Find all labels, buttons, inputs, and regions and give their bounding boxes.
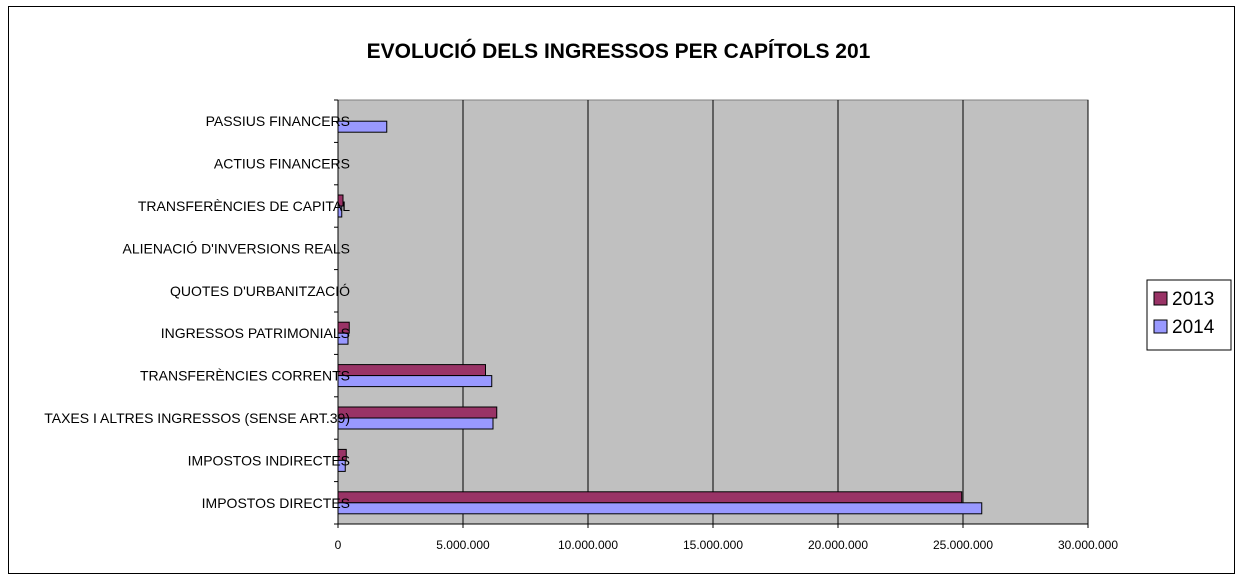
category-label: IMPOSTOS DIRECTES — [202, 495, 350, 511]
category-labels: PASSIUS FINANCERS ACTIUS FINANCERS TRANSFE… — [44, 113, 350, 511]
bar-2013 — [337, 364, 486, 377]
x-tick-label: 0 — [335, 538, 342, 552]
x-tick-label: 25.000.000 — [933, 538, 993, 552]
legend-label: 2013 — [1172, 289, 1214, 310]
bar-2013 — [337, 491, 963, 504]
x-tick-label: 15.000.000 — [683, 538, 743, 552]
legend-label: 2014 — [1172, 317, 1215, 338]
bar-2014 — [337, 205, 343, 218]
plot-area — [334, 99, 1089, 525]
category-label: IMPOSTOS INDIRECTES — [188, 452, 350, 468]
bars — [337, 120, 983, 515]
x-tick-label: 5.000.000 — [436, 538, 490, 552]
category-label: TAXES I ALTRES INGRESSOS (SENSE ART.39) — [44, 410, 350, 426]
category-label: TRANSFERÈNCIES DE CAPITAL — [138, 198, 350, 214]
legend[interactable]: 2013 2014 — [1146, 279, 1232, 351]
category-label: PASSIUS FINANCERS — [206, 113, 350, 129]
x-axis: 0 5.000.000 10.000.000 15.000.000 20.000.000… — [335, 524, 1118, 552]
category-label: ACTIUS FINANCERS — [214, 156, 350, 172]
bar-2014 — [337, 459, 346, 472]
legend-swatch-2013 — [1153, 291, 1168, 306]
bar-2014 — [337, 332, 349, 345]
x-tick-label: 30.000.000 — [1058, 538, 1118, 552]
bar-2014 — [337, 120, 388, 133]
category-label: QUOTES D'URBANITZACIÓ — [170, 283, 350, 299]
x-tick-label: 20.000.000 — [808, 538, 868, 552]
x-tick-label: 10.000.000 — [558, 538, 618, 552]
category-label: ALIENACIÓ D'INVERSIONS REALS — [122, 240, 350, 256]
legend-swatch-2014 — [1153, 319, 1168, 334]
bar-2013 — [337, 406, 498, 419]
bar-2014 — [337, 417, 494, 430]
category-label: INGRESSOS PATRIMONIALS — [161, 325, 350, 341]
bar-2014 — [337, 502, 983, 515]
category-label: TRANSFERÈNCIES CORRENTS — [140, 368, 350, 384]
chart-title: EVOLUCIÓ DELS INGRESSOS PER CAPÍTOLS 201 — [366, 40, 871, 63]
bar-2014 — [337, 375, 493, 388]
